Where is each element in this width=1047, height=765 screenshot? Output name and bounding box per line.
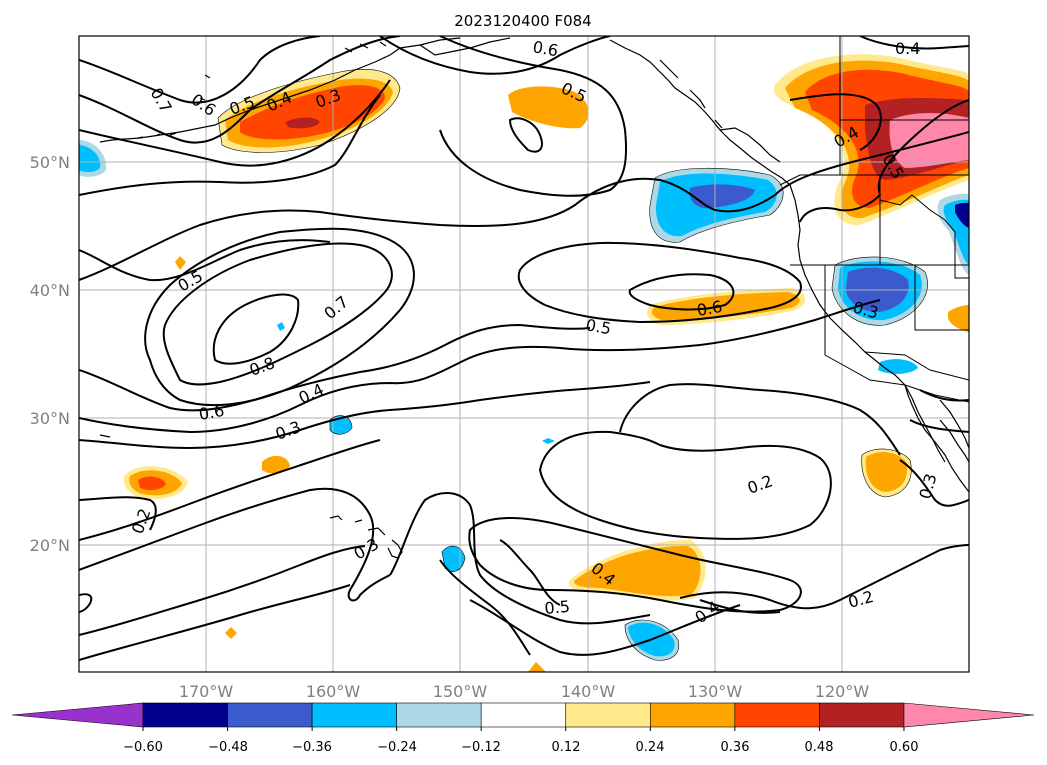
contour-label: 0.4 (895, 39, 920, 58)
latitude-labels: 50°N 40°N 30°N 20°N (30, 153, 70, 555)
colorbar-segment (903, 702, 1035, 728)
colorbar-segment (142, 702, 228, 728)
contour-label: 0.6 (531, 37, 559, 60)
colorbar-segments (11, 702, 1035, 728)
map-title: 2023120400 F084 (454, 12, 591, 30)
lon-label: 140°W (561, 682, 616, 701)
contour-label: 0.6 (695, 297, 723, 320)
contour-lines (79, 36, 969, 661)
colorbar-tick-label: −0.60 (123, 740, 163, 755)
colorbar-segment (649, 702, 736, 728)
lon-label: 120°W (815, 682, 870, 701)
colorbar-tick-label: 0.12 (552, 740, 581, 755)
lat-label: 30°N (30, 409, 70, 428)
colorbar-tick-label: 0.48 (805, 740, 834, 755)
colorbar-tick-label: 0.60 (890, 740, 919, 755)
lat-label: 50°N (30, 153, 70, 172)
colorbar-ticks: −0.60 −0.48 −0.36 −0.24 −0.12 0.12 0.24 … (123, 727, 918, 755)
lon-label: 130°W (688, 682, 743, 701)
shaded-anomalies (79, 54, 969, 672)
colorbar-segment (396, 702, 482, 728)
colorbar-tick-label: −0.48 (208, 740, 248, 755)
graticule (79, 36, 969, 672)
contour-label: 0.5 (584, 315, 612, 338)
colorbar-tick-label: −0.24 (377, 740, 417, 755)
colorbar-tick-label: −0.36 (292, 740, 332, 755)
colorbar-tick-label: −0.12 (461, 740, 501, 755)
colorbar-segment (311, 702, 397, 728)
lon-label: 170°W (179, 682, 234, 701)
lat-label: 20°N (30, 536, 70, 555)
map-area: 0.7 0.6 0.5 0.4 0.3 0.6 0.5 0.4 0.5 0.4 … (79, 36, 969, 672)
colorbar-segment (734, 702, 820, 728)
coastlines (99, 37, 969, 559)
lon-label: 150°W (433, 682, 488, 701)
political-borders (779, 36, 969, 403)
colorbar: −0.60 −0.48 −0.36 −0.24 −0.12 0.12 0.24 … (11, 702, 1035, 755)
colorbar-segment (480, 702, 567, 728)
longitude-labels: 170°W 160°W 150°W 140°W 130°W 120°W (179, 682, 870, 701)
colorbar-segment (11, 702, 144, 728)
map-frame (78, 35, 970, 673)
colorbar-segment (227, 702, 313, 728)
contour-label: 0.5 (544, 597, 571, 618)
colorbar-segment (565, 702, 651, 728)
colorbar-tick-label: 0.36 (721, 740, 750, 755)
lon-label: 160°W (306, 682, 361, 701)
colorbar-tick-label: 0.24 (636, 740, 665, 755)
lat-label: 40°N (30, 281, 70, 300)
contour-label: 0.6 (197, 401, 225, 424)
colorbar-segment (819, 702, 905, 728)
